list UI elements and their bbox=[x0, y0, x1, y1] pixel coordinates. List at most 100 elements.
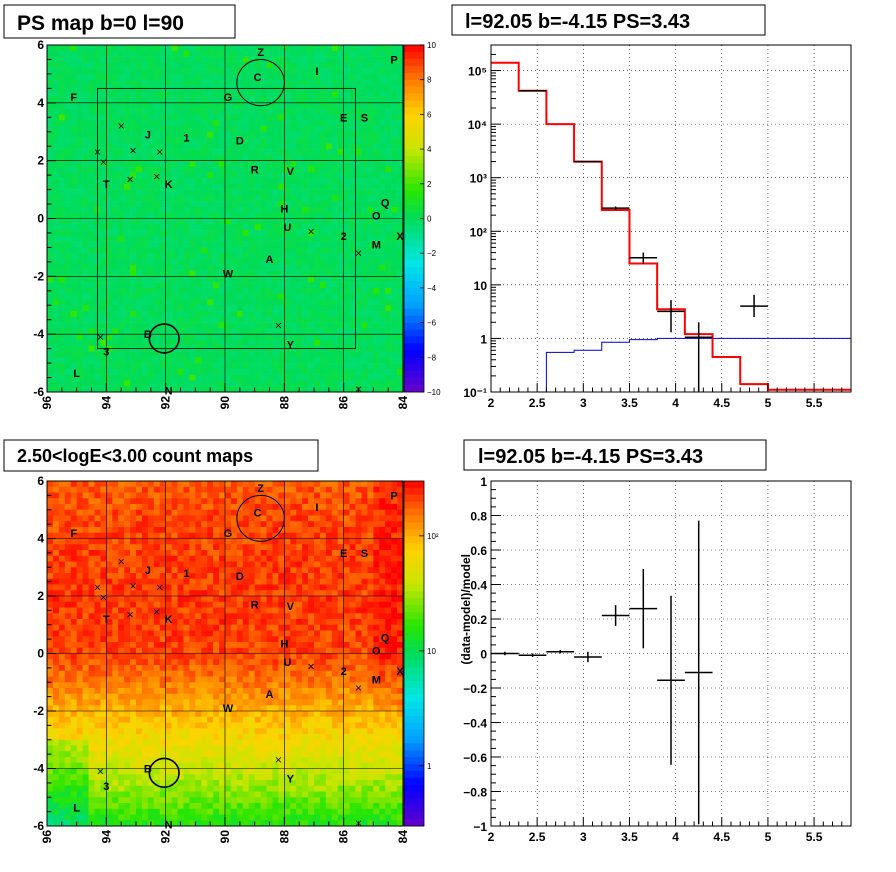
colorbar-band bbox=[404, 45, 424, 53]
map-cell bbox=[296, 131, 303, 138]
map-cell bbox=[147, 73, 155, 80]
map-cell bbox=[272, 212, 279, 219]
map-cell bbox=[94, 745, 101, 752]
map-cell bbox=[136, 363, 143, 370]
map-cell bbox=[177, 380, 184, 387]
map-cell bbox=[236, 247, 244, 254]
cross-marker bbox=[355, 250, 362, 256]
map-cell bbox=[284, 374, 291, 381]
map-cell bbox=[147, 247, 155, 254]
map-cell bbox=[147, 206, 155, 214]
map-cell bbox=[94, 45, 101, 52]
map-cell bbox=[52, 682, 60, 689]
map-cell bbox=[94, 820, 101, 827]
map-cell bbox=[82, 264, 89, 271]
map-cell bbox=[343, 253, 350, 260]
map-cell bbox=[106, 380, 113, 387]
map-cell bbox=[136, 218, 143, 225]
map-cell bbox=[325, 50, 333, 57]
map-cell bbox=[225, 154, 232, 161]
map-cell bbox=[141, 693, 149, 700]
map-cell bbox=[64, 624, 72, 631]
map-cell bbox=[130, 45, 137, 52]
map-cell bbox=[70, 670, 77, 677]
map-cell bbox=[70, 68, 77, 75]
map-cell bbox=[385, 230, 392, 237]
map-cell bbox=[373, 212, 380, 219]
map-cell bbox=[112, 584, 119, 591]
map-cell bbox=[159, 693, 166, 700]
map-cell bbox=[308, 282, 315, 289]
colorbar-tick-label: −2 bbox=[427, 249, 437, 258]
map-cell bbox=[319, 212, 327, 219]
map-cell bbox=[141, 368, 149, 375]
map-cell bbox=[325, 160, 333, 167]
map-cell bbox=[331, 218, 339, 225]
map-cell bbox=[260, 195, 267, 202]
map-cell bbox=[47, 768, 54, 775]
colorbar-band bbox=[404, 142, 424, 150]
map-cell bbox=[141, 316, 149, 323]
map-cell bbox=[284, 108, 291, 115]
map-cell bbox=[308, 276, 315, 283]
map-cell bbox=[100, 154, 107, 161]
map-cell bbox=[130, 711, 137, 718]
map-cell bbox=[136, 676, 143, 683]
map-cell bbox=[88, 699, 95, 706]
map-cell bbox=[82, 797, 89, 804]
map-cell bbox=[52, 647, 60, 654]
map-cell bbox=[225, 386, 232, 393]
map-cell bbox=[106, 386, 113, 393]
map-cell bbox=[225, 50, 232, 57]
map-cell bbox=[76, 820, 83, 827]
map-cell bbox=[106, 561, 113, 568]
map-cell bbox=[225, 241, 232, 248]
map-cell bbox=[355, 351, 362, 358]
map-cell bbox=[337, 102, 344, 109]
map-cell bbox=[337, 149, 344, 156]
map-cell bbox=[207, 241, 214, 248]
map-cell bbox=[314, 50, 321, 57]
map-cell bbox=[100, 601, 107, 608]
map-cell bbox=[213, 351, 220, 358]
map-cell bbox=[52, 357, 60, 364]
map-cell bbox=[391, 91, 398, 98]
map-cell bbox=[355, 195, 362, 202]
map-cell bbox=[308, 386, 315, 393]
map-cell bbox=[47, 624, 54, 631]
map-cell bbox=[219, 368, 226, 375]
map-cell bbox=[70, 316, 77, 323]
map-cell bbox=[159, 636, 166, 643]
map-cell bbox=[302, 212, 309, 219]
map-cell bbox=[308, 311, 315, 318]
map-cell bbox=[195, 305, 202, 312]
map-cell bbox=[118, 282, 125, 289]
map-cell bbox=[219, 322, 226, 329]
map-cell bbox=[76, 345, 83, 352]
map-cell bbox=[52, 73, 60, 80]
map-cell bbox=[64, 178, 72, 185]
map-cell bbox=[272, 206, 279, 214]
map-cell bbox=[290, 45, 297, 52]
map-cell bbox=[391, 305, 398, 312]
map-cell bbox=[391, 50, 398, 57]
map-cell bbox=[201, 230, 208, 237]
map-cell bbox=[118, 91, 125, 98]
map-cell bbox=[171, 264, 178, 271]
map-cell bbox=[76, 218, 83, 225]
map-cell bbox=[385, 143, 392, 150]
map-cell bbox=[325, 108, 333, 115]
map-cell bbox=[70, 149, 77, 156]
map-cell bbox=[361, 368, 368, 375]
map-cell bbox=[58, 374, 66, 381]
map-cell bbox=[260, 125, 267, 133]
map-cell bbox=[254, 258, 261, 266]
map-cell bbox=[70, 322, 77, 329]
map-cell bbox=[153, 143, 161, 150]
map-cell bbox=[325, 195, 333, 202]
map-cell bbox=[64, 808, 72, 815]
map-cell bbox=[47, 91, 54, 98]
map-cell bbox=[195, 114, 202, 121]
map-cell bbox=[159, 492, 166, 499]
map-cell bbox=[284, 62, 291, 69]
